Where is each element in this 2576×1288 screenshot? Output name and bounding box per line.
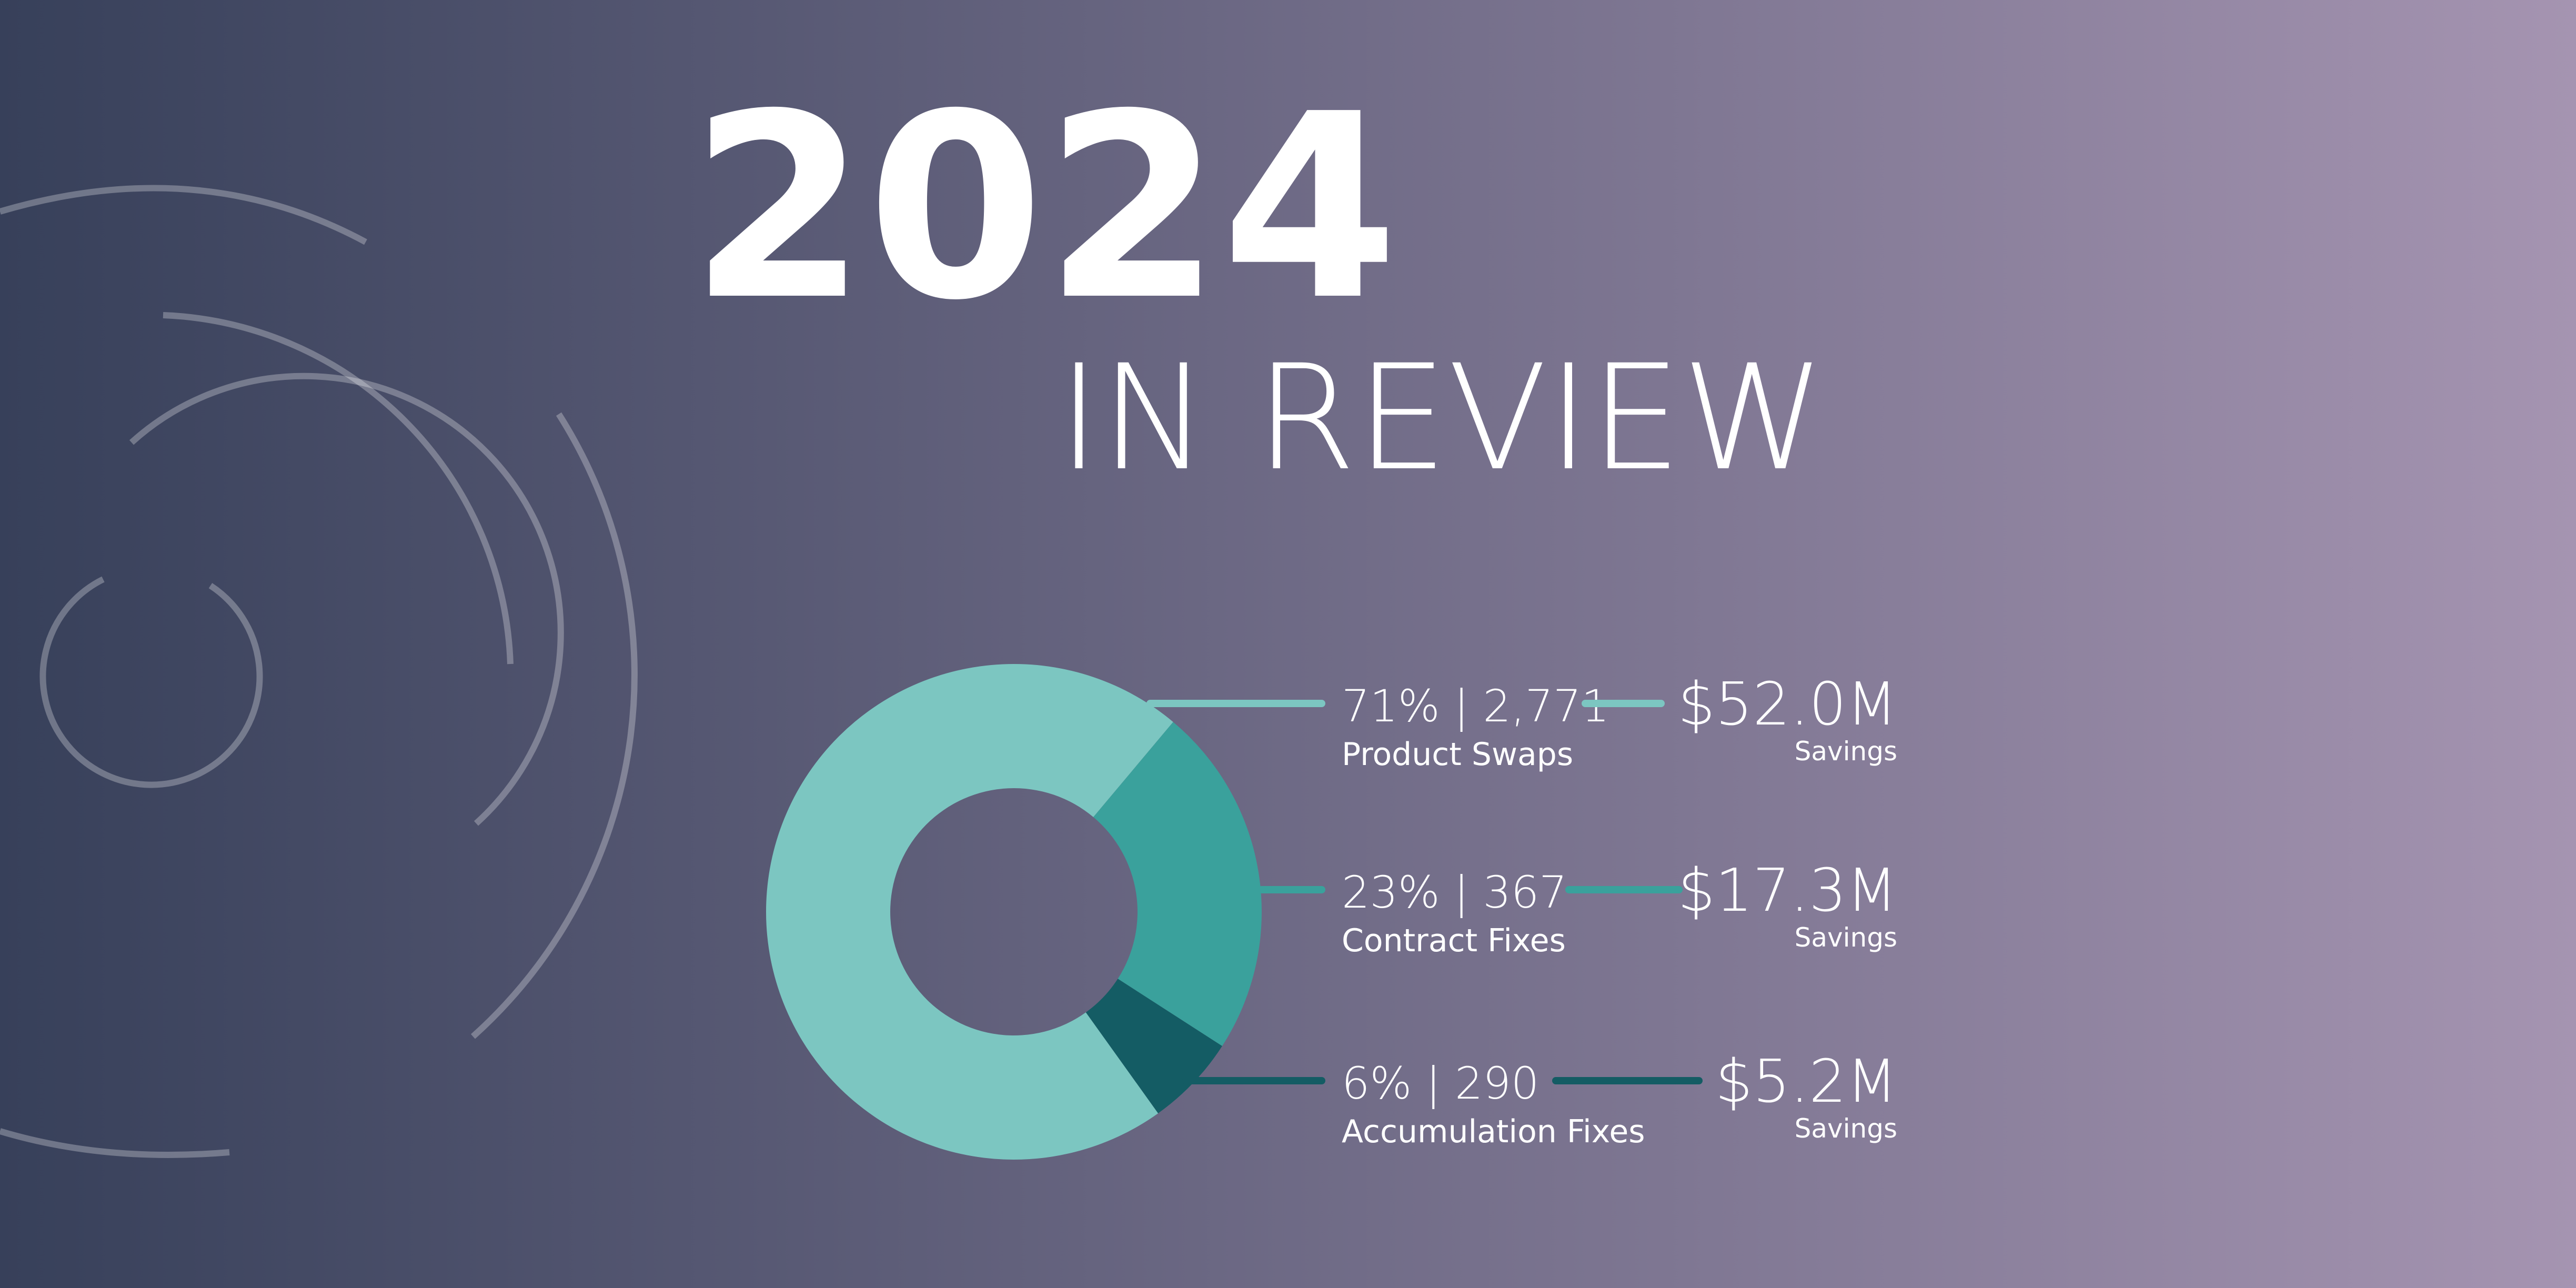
separator: |	[1426, 1058, 1441, 1109]
savings-value: $17.3M	[1678, 857, 1897, 925]
savings-caption: Savings	[1795, 736, 1897, 767]
subtitle: IN REVIEW	[1058, 334, 1825, 503]
percent-label: 6%	[1342, 1058, 1412, 1109]
slice-stats: 71% | 2,771	[1342, 680, 1609, 732]
category-label: Accumulation Fixes	[1342, 1113, 1645, 1150]
ring	[470, 412, 638, 1039]
title: 2024	[690, 60, 1398, 356]
donut-slice	[1093, 722, 1262, 1046]
separator: |	[1454, 867, 1468, 918]
count-label: 290	[1455, 1058, 1539, 1109]
ring	[39, 576, 263, 788]
separator: |	[1454, 680, 1468, 732]
category-label: Contract Fixes	[1342, 922, 1566, 959]
percent-label: 23%	[1342, 867, 1440, 918]
count-label: 367	[1483, 867, 1567, 918]
slice-stats: 23% | 367	[1342, 867, 1567, 918]
savings-value: $52.0M	[1678, 670, 1897, 739]
decorative-rings	[0, 185, 638, 1158]
percent-label: 71%	[1342, 680, 1440, 732]
ring	[129, 373, 564, 826]
ring	[163, 312, 514, 665]
savings-caption: Savings	[1795, 1113, 1897, 1144]
savings-caption: Savings	[1795, 922, 1897, 953]
ring	[0, 1128, 230, 1158]
savings-value: $5.2M	[1715, 1048, 1897, 1116]
category-label: Product Swaps	[1342, 736, 1573, 773]
ring	[0, 185, 367, 245]
slice-stats: 6% | 290	[1342, 1058, 1539, 1109]
donut-slice	[766, 664, 1173, 1160]
